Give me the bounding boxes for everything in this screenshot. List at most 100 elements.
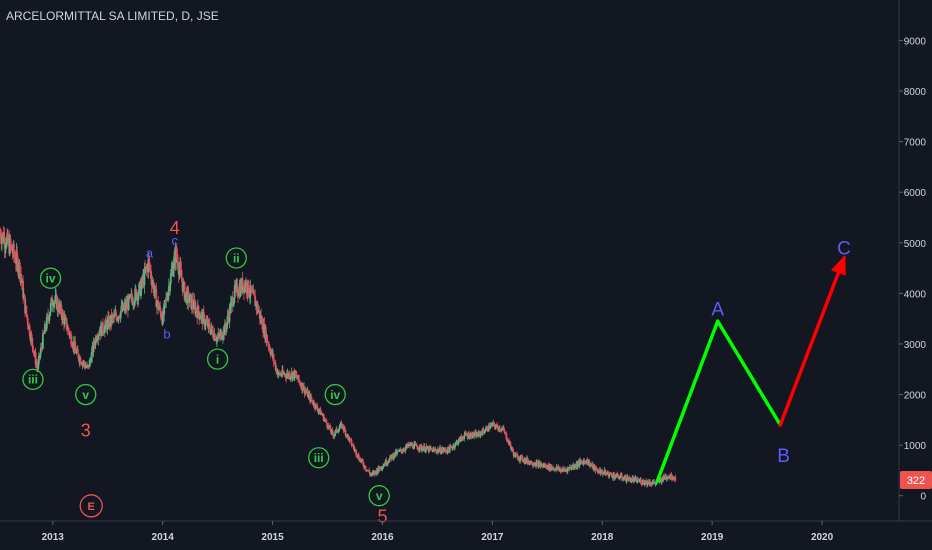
- candle-body: [219, 332, 222, 337]
- candle-body: [659, 478, 661, 480]
- candle-body: [150, 270, 152, 279]
- candle-body: [192, 299, 195, 309]
- candle-body: [189, 295, 191, 301]
- candle-body: [153, 290, 156, 293]
- candle-body: [541, 463, 544, 467]
- candle-body: [452, 446, 454, 449]
- candle-body: [311, 400, 314, 404]
- candle-body: [424, 451, 427, 452]
- wave-label: iii: [314, 451, 324, 465]
- candle-body: [75, 351, 78, 354]
- candle-body: [419, 444, 421, 450]
- candle-body: [596, 470, 599, 472]
- candle-body: [586, 459, 589, 465]
- candle-body: [488, 425, 491, 430]
- candle-body: [341, 424, 344, 429]
- candle-body: [270, 351, 272, 355]
- candle-body: [181, 278, 183, 282]
- candle-body: [175, 247, 178, 258]
- candle-body: [516, 454, 518, 455]
- candle-body: [266, 334, 268, 342]
- candle-body: [204, 324, 206, 326]
- candle-body: [425, 448, 427, 452]
- wave-label: C: [837, 239, 851, 260]
- candle-body: [616, 473, 619, 477]
- candle-body: [36, 363, 38, 368]
- x-tick-label: 2013: [42, 532, 65, 543]
- candle-body: [654, 482, 657, 485]
- candle-body: [625, 480, 628, 482]
- candle-body: [640, 479, 642, 484]
- candle-body: [65, 317, 67, 319]
- candle-body: [155, 288, 158, 308]
- candle-body: [288, 373, 291, 379]
- candle-body: [227, 316, 230, 318]
- candle-body: [621, 478, 624, 480]
- candle-body: [551, 466, 553, 469]
- candle-body: [12, 244, 15, 255]
- candle-body: [301, 383, 304, 391]
- candle-body: [434, 449, 437, 452]
- candle-body: [538, 462, 541, 463]
- y-tick-label: 3000: [904, 340, 927, 351]
- candle-body: [396, 451, 398, 455]
- candle-body: [247, 280, 250, 295]
- candle-body: [103, 325, 106, 333]
- candle-body: [8, 238, 11, 254]
- candle-body: [382, 466, 385, 469]
- candle-body: [149, 269, 152, 271]
- candle-body: [229, 302, 232, 314]
- wave-label: 3: [81, 420, 91, 440]
- candle-body: [464, 432, 467, 433]
- candle-body: [48, 315, 51, 321]
- candle-body: [603, 472, 605, 474]
- candle-body: [291, 373, 294, 379]
- candle-body: [407, 444, 410, 447]
- candle-body: [94, 337, 97, 346]
- candle-body: [433, 448, 436, 450]
- candle-body: [620, 474, 623, 479]
- candle-body: [371, 473, 373, 475]
- candle-body: [392, 454, 394, 459]
- candle-body: [187, 289, 189, 292]
- candle-body: [144, 267, 147, 271]
- candle-body: [5, 238, 8, 248]
- candle-body: [319, 408, 322, 415]
- candle-body: [47, 315, 50, 319]
- x-tick-label: 2016: [371, 532, 394, 543]
- candle-body: [448, 446, 451, 453]
- candle-body: [576, 463, 579, 467]
- candle-body: [602, 473, 605, 475]
- candle-body: [31, 337, 34, 346]
- candle-body: [258, 310, 261, 319]
- candle-body: [455, 441, 458, 443]
- candle-body: [485, 428, 487, 431]
- candle-body: [580, 461, 583, 463]
- candle-body: [276, 373, 279, 375]
- candle-body: [595, 469, 598, 471]
- candle-body: [106, 320, 109, 330]
- candle-body: [83, 361, 86, 365]
- candle-body: [131, 299, 134, 305]
- candle-body: [404, 447, 407, 451]
- candle-body: [5, 247, 7, 249]
- candle-body: [102, 331, 105, 333]
- candle-body: [566, 467, 569, 472]
- candle-body: [480, 432, 483, 434]
- candle-body: [514, 453, 517, 457]
- candle-body: [454, 442, 457, 446]
- candle-body: [553, 468, 556, 470]
- candle-body: [88, 359, 91, 368]
- candle-body: [218, 333, 220, 336]
- candle-body: [472, 432, 475, 437]
- candle-body: [573, 465, 576, 468]
- candle-body: [20, 278, 23, 284]
- x-tick-label: 2014: [152, 532, 175, 543]
- candle-body: [274, 363, 277, 371]
- candle-body: [289, 376, 292, 378]
- chart-title: ARCELORMITTAL SA LIMITED, D, JSE: [6, 9, 219, 23]
- candle-body: [357, 454, 360, 459]
- candle-body: [473, 435, 476, 437]
- candle-body: [521, 455, 524, 461]
